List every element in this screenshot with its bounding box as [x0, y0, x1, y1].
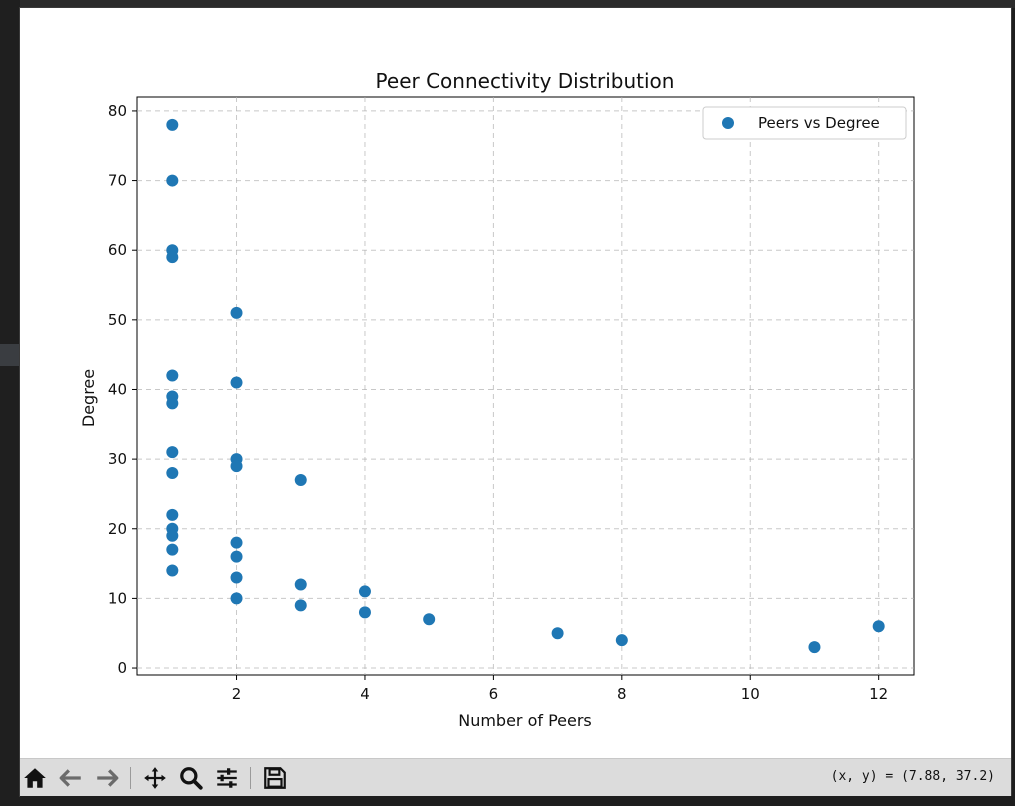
- data-point: [423, 613, 436, 626]
- pan-button[interactable]: [140, 764, 170, 792]
- data-point: [294, 578, 307, 591]
- y-tick-label: 0: [117, 659, 127, 677]
- x-tick-label: 12: [869, 685, 888, 703]
- toolbar-separator: [250, 767, 251, 789]
- data-point: [230, 536, 243, 549]
- x-tick-label: 6: [489, 685, 499, 703]
- data-point: [230, 550, 243, 563]
- cursor-coordinates: (x, y) = (7.88, 37.2): [830, 769, 995, 784]
- data-point: [166, 397, 179, 410]
- y-tick-label: 20: [108, 520, 127, 538]
- zoom-button[interactable]: [176, 764, 206, 792]
- data-point: [166, 251, 179, 264]
- data-point: [615, 634, 628, 647]
- arrow-left-icon: [59, 769, 81, 787]
- legend-label: Peers vs Degree: [758, 114, 880, 132]
- floppy-icon: [264, 767, 286, 789]
- x-tick-label: 8: [617, 685, 627, 703]
- sliders-icon: [217, 768, 237, 788]
- data-point: [872, 620, 885, 633]
- background-editor-strip: [0, 0, 20, 806]
- y-tick-label: 60: [108, 241, 127, 259]
- data-point: [166, 508, 179, 521]
- y-tick-label: 50: [108, 311, 127, 329]
- scatter-points: [166, 118, 885, 654]
- home-icon: [24, 768, 46, 788]
- arrow-right-icon: [97, 769, 119, 787]
- legend: Peers vs Degree: [702, 106, 907, 140]
- data-point: [166, 174, 179, 187]
- data-point: [230, 460, 243, 473]
- x-tick-label: 2: [232, 685, 242, 703]
- data-point: [166, 118, 179, 131]
- data-point: [230, 376, 243, 389]
- plot-canvas[interactable]: Peer Connectivity Distribution 2 4 6 8 10 12 0…: [20, 8, 1011, 758]
- y-tick-label: 30: [108, 450, 127, 468]
- data-point: [808, 641, 821, 654]
- x-tick-label: 4: [360, 685, 370, 703]
- back-button[interactable]: [56, 764, 86, 792]
- grid-lines: [137, 97, 914, 675]
- home-button[interactable]: [20, 764, 50, 792]
- data-point: [230, 306, 243, 319]
- y-axis-label: Degree: [79, 369, 98, 427]
- forward-button[interactable]: [92, 764, 122, 792]
- y-tick-label: 10: [108, 589, 127, 607]
- x-axis-label: Number of Peers: [458, 711, 592, 730]
- editor-selection-highlight: [0, 344, 20, 366]
- data-point: [551, 627, 564, 640]
- figure-window: Peer Connectivity Distribution 2 4 6 8 10 12 0…: [20, 8, 1011, 797]
- x-tick-label: 10: [741, 685, 760, 703]
- chart-title: Peer Connectivity Distribution: [376, 69, 675, 93]
- y-tick-label: 70: [108, 172, 127, 190]
- data-point: [294, 599, 307, 612]
- data-point: [358, 585, 371, 598]
- axes-frame: [136, 96, 915, 676]
- window-top-edge: [0, 0, 1015, 8]
- save-button[interactable]: [260, 764, 290, 792]
- y-tick-label: 80: [108, 102, 127, 120]
- data-point: [166, 543, 179, 556]
- data-point: [166, 446, 179, 459]
- data-point: [166, 564, 179, 577]
- legend-box: [702, 106, 907, 140]
- magnifier-icon: [180, 767, 203, 790]
- matplotlib-toolbar: (x, y) = (7.88, 37.2): [20, 758, 1011, 797]
- y-tick-label: 40: [108, 380, 127, 398]
- background-statusline: [20, 796, 1015, 806]
- data-point: [166, 467, 179, 480]
- axis-ticks: 2 4 6 8 10 12 0 10 20 30 40 50 60 70 80: [108, 102, 888, 703]
- data-point: [358, 606, 371, 619]
- data-point: [294, 474, 307, 487]
- configure-subplots-button[interactable]: [212, 764, 242, 792]
- data-point: [166, 529, 179, 542]
- data-point: [230, 571, 243, 584]
- data-point: [230, 592, 243, 605]
- toolbar-separator: [130, 767, 131, 789]
- legend-marker: [722, 117, 734, 129]
- data-point: [166, 369, 179, 382]
- move-icon: [144, 767, 166, 789]
